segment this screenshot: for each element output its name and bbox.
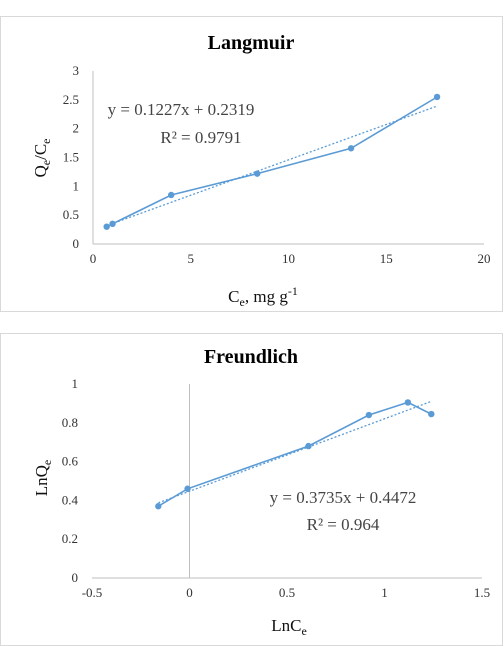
x-axis-label: LnCe	[271, 616, 307, 638]
x-tick-label: 5	[188, 251, 195, 266]
langmuir-chart: Langmuir 0 5 10 15 20 0 0.5 1 1.5 2 2.5 3 y = 0.122…	[31, 32, 491, 309]
data-point	[155, 503, 162, 510]
r-squared-label: R² = 0.9791	[160, 128, 241, 147]
y-tick-label: 0.5	[63, 207, 79, 222]
data-point	[184, 485, 191, 492]
y-axis-label: LnQe	[32, 460, 54, 497]
x-tick-label: 15	[380, 251, 393, 266]
y-tick-label: 1.5	[63, 150, 79, 165]
series-line	[157, 401, 432, 507]
langmuir-chart-panel: Langmuir 0 5 10 15 20 0 0.5 1 1.5 2 2.5 3 y = 0.122…	[0, 16, 503, 312]
y-tick-label: 3	[73, 63, 80, 78]
y-tick-label: 0	[72, 570, 79, 585]
x-tick-label: 0	[186, 585, 193, 600]
data-point	[433, 93, 441, 101]
y-axis-label: Qe/Ce	[31, 139, 53, 178]
x-tick-label: -0.5	[82, 585, 103, 600]
data-point	[305, 442, 312, 450]
freundlich-chart-panel: Freundlich -0.5 0 0.5 1 1.5 0 0.2 0.4 0.6 0.8 1 y …	[0, 333, 503, 646]
chart-title: Freundlich	[204, 346, 298, 368]
x-tick-label: 10	[282, 251, 295, 266]
data-point	[103, 223, 110, 230]
data-point	[254, 170, 261, 177]
y-tick-label: 0.6	[62, 454, 79, 469]
y-tick-label: 2	[73, 121, 80, 136]
y-tick-label: 0.4	[62, 492, 79, 507]
freundlich-chart: Freundlich -0.5 0 0.5 1 1.500.20.40.60.81 y …	[32, 346, 490, 638]
y-tick-label: 1	[73, 178, 80, 193]
x-tick-label: 20	[478, 251, 491, 266]
data-point	[428, 410, 435, 418]
trendline	[158, 400, 432, 504]
x-tick-label: 0	[90, 251, 97, 266]
x-axis-label: Ce, mg g-1	[228, 284, 298, 309]
y-tick-label: 0.8	[62, 415, 78, 430]
y-tick-label: 0	[73, 236, 80, 251]
data-point	[404, 399, 412, 406]
data-point	[109, 220, 116, 228]
y-tick-label: 1	[72, 376, 79, 391]
r-squared-label: R² = 0.964	[307, 515, 380, 534]
x-tick-label: 0.5	[279, 585, 295, 600]
x-tick-label: 1	[381, 585, 388, 600]
trendline-equation: y = 0.3735x + 0.4472	[270, 488, 417, 507]
y-tick-label: 2.5	[63, 92, 79, 107]
x-tick-label: 1.5	[474, 585, 490, 600]
y-tick-label: 0.2	[62, 531, 78, 546]
data-point	[168, 191, 175, 199]
chart-title: Langmuir	[208, 32, 295, 54]
data-point	[347, 145, 355, 152]
trendline-equation: y = 0.1227x + 0.2319	[108, 100, 255, 119]
trendline	[106, 105, 438, 227]
data-point	[365, 411, 373, 419]
